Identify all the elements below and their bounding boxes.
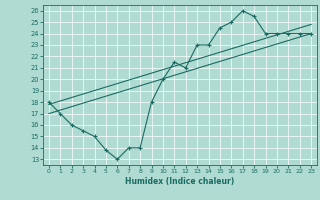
X-axis label: Humidex (Indice chaleur): Humidex (Indice chaleur) [125, 177, 235, 186]
